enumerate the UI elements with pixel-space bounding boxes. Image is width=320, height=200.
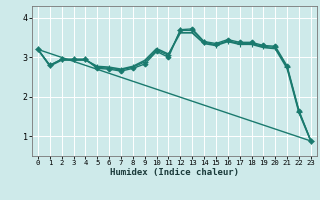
X-axis label: Humidex (Indice chaleur): Humidex (Indice chaleur) <box>110 168 239 177</box>
